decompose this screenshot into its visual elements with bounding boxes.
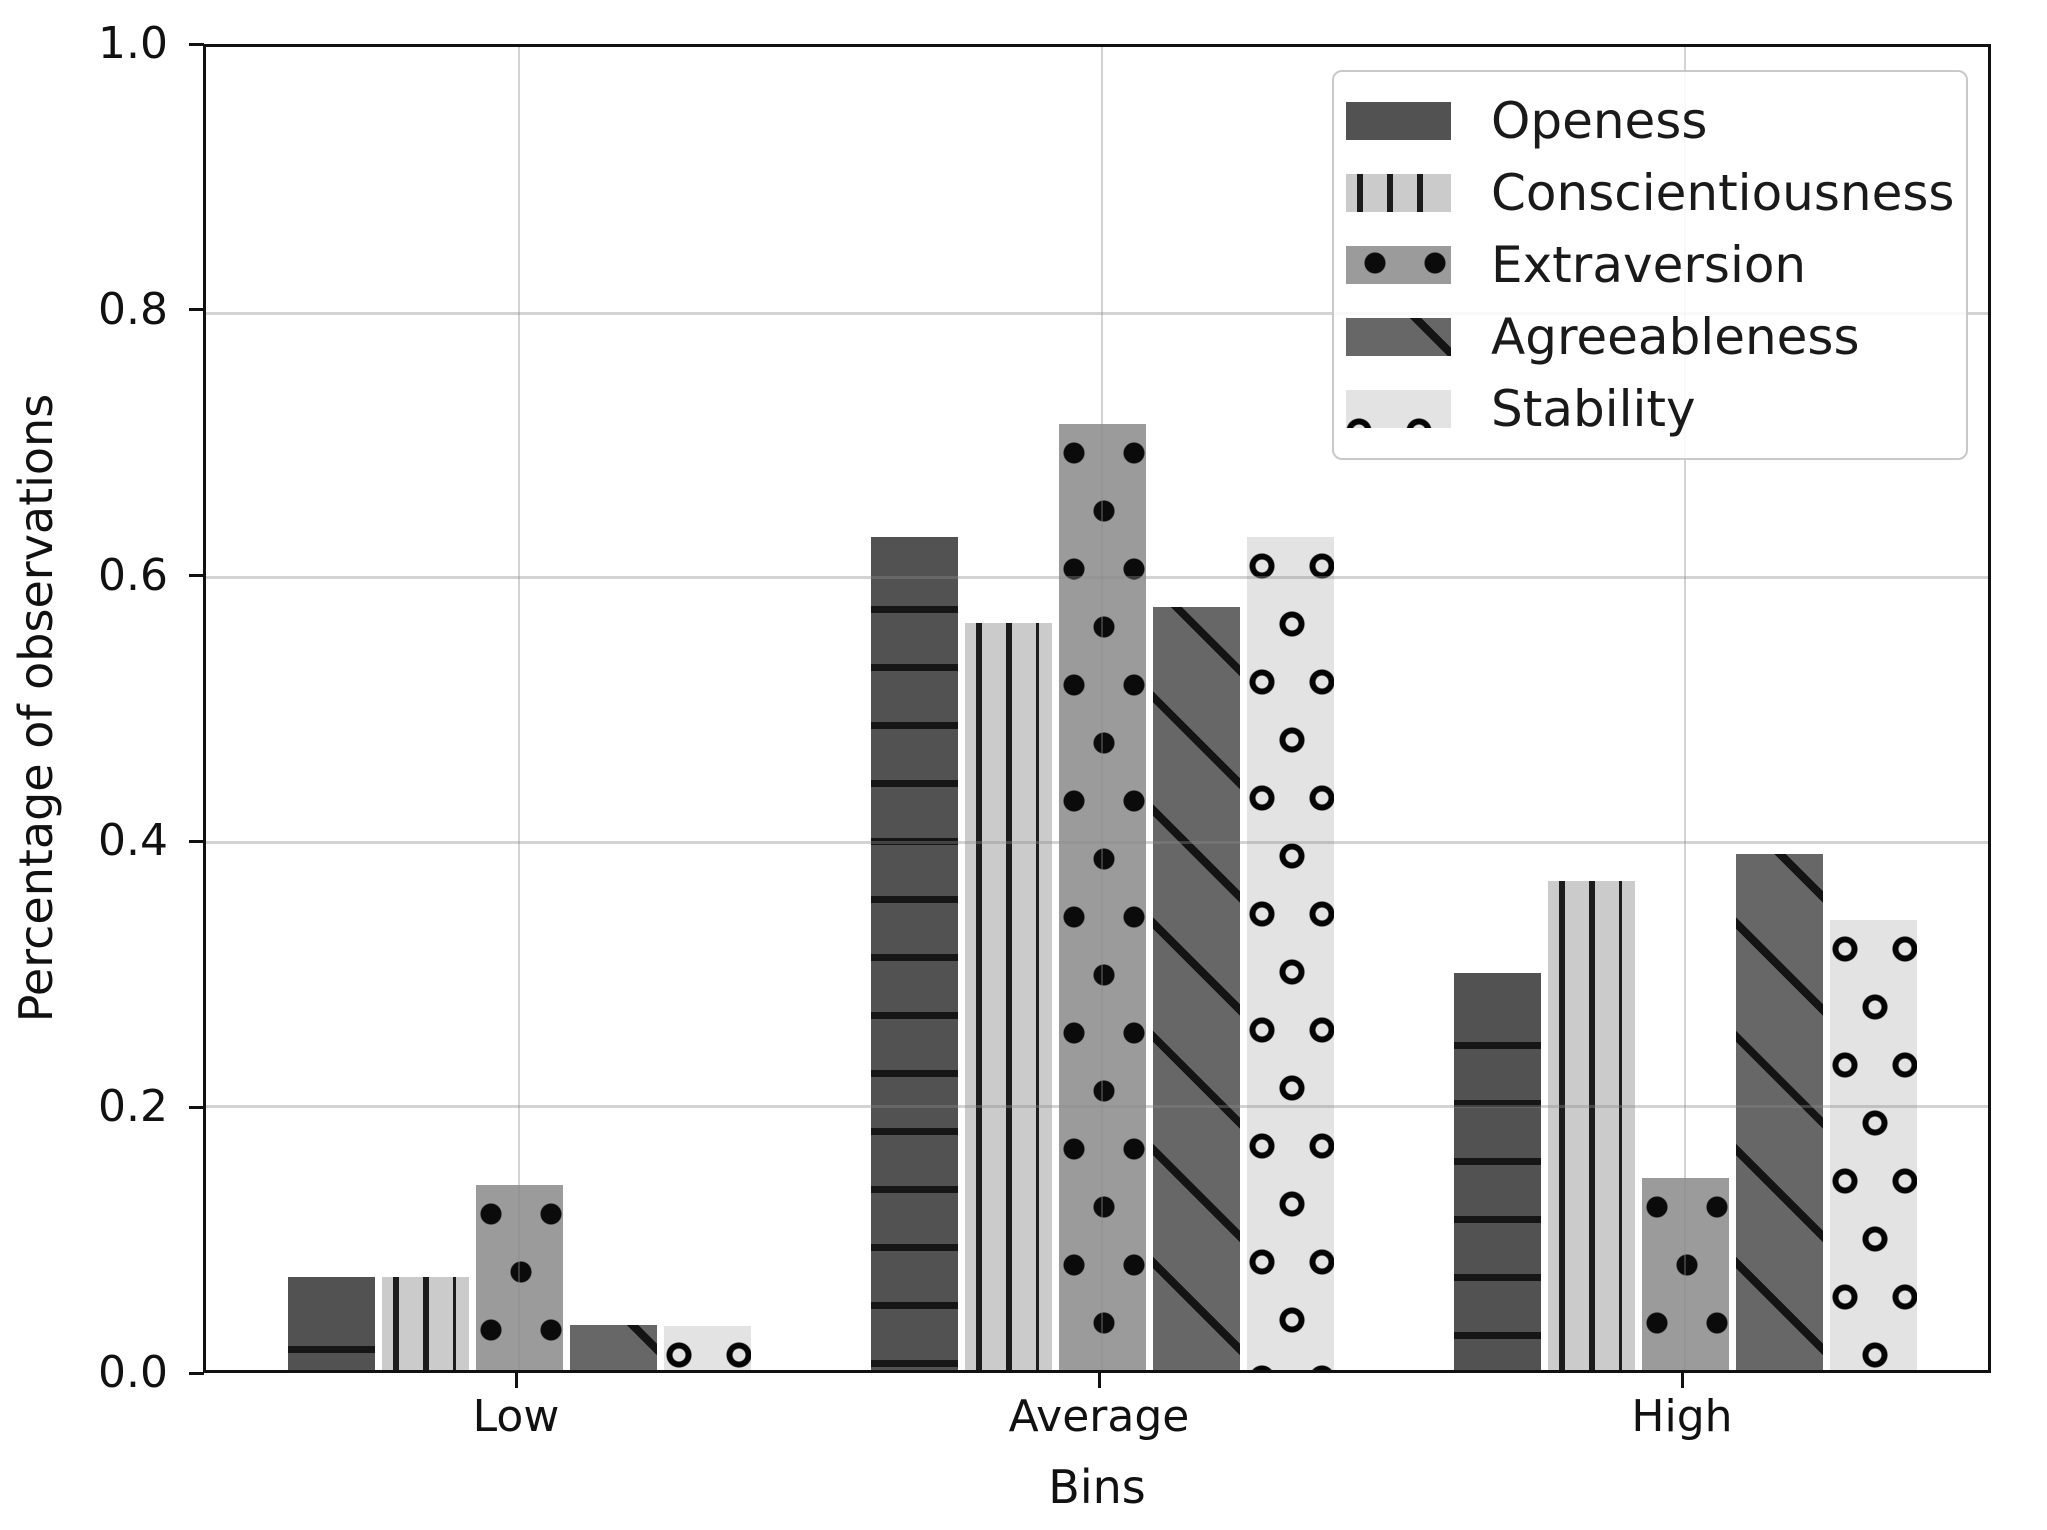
y-tick-label-0.8: 0.8 [98,283,168,335]
legend-label-agreeableness: Agreeableness [1491,308,1860,366]
bar-agreeableness-low [569,1325,657,1370]
legend-label-stability: Stability [1491,380,1696,438]
y-tick-label-0.4: 0.4 [98,815,168,867]
y-tick-1.0 [189,42,204,46]
bar-extraversion-average [1058,424,1146,1370]
x-tick-average [1097,1373,1101,1388]
bar-agreeableness-average [1152,606,1240,1370]
y-tick-0.4 [189,839,204,843]
y-tick-label-0.0: 0.0 [98,1347,168,1398]
bar-group-average [852,47,1352,1370]
legend-swatch-openess [1346,102,1451,140]
bar-stability-average [1246,536,1334,1370]
x-tick-label-high: High [1631,1391,1733,1442]
bar-conscientiousness-high [1547,880,1635,1370]
x-axis-label: Bins [1048,1460,1146,1514]
bar-openess-average [870,536,958,1370]
x-tick-label-low: Low [472,1391,560,1442]
x-tick-label-average: Average [1008,1391,1190,1442]
bar-group-low [269,47,769,1370]
y-gridline-0.2 [206,1105,1988,1109]
bar-stability-high [1829,920,1917,1370]
y-tick-0.2 [189,1105,204,1109]
legend-swatch-agreeableness [1346,318,1451,356]
y-tick-label-0.6: 0.6 [98,549,168,601]
bar-group-high [1435,47,1935,1370]
legend-label-openess: Openess [1491,92,1708,150]
y-tick-0.0 [189,1371,204,1375]
bar-stability-low [663,1326,751,1370]
legend-row-openess: Openess [1346,86,1966,156]
legend-swatch-extraversion [1346,246,1451,284]
bar-conscientiousness-low [381,1277,469,1370]
legend-swatch-stability [1346,390,1451,428]
bar-openess-high [1453,973,1541,1370]
bar-conscientiousness-average [964,622,1052,1370]
y-gridline-0.8 [206,311,1988,315]
y-tick-label-1.0: 1.0 [98,18,168,69]
legend-label-conscientiousness: Conscientiousness [1491,164,1955,222]
legend-row-agreeableness: Agreeableness [1346,302,1966,372]
x-tick-low [514,1373,518,1388]
bar-agreeableness-high [1735,854,1823,1370]
bar-extraversion-low [475,1184,563,1370]
x-gridline-average [1101,47,1103,1370]
y-tick-0.6 [189,574,204,578]
x-gridline-high [1684,47,1686,1370]
bar-extraversion-high [1641,1178,1729,1370]
y-tick-label-0.2: 0.2 [98,1081,168,1133]
y-axis-label: Percentage of observations [9,393,63,1023]
x-gridline-low [518,47,520,1370]
legend-label-extraversion: Extraversion [1491,236,1807,294]
x-tick-high [1680,1373,1684,1388]
legend-row-stability: Stability [1346,374,1966,444]
y-gridline-0.6 [206,576,1988,580]
legend: Openess Conscientiousness Extraversion Agre… [1332,70,1968,460]
y-gridline-0.4 [206,840,1988,844]
legend-row-conscientiousness: Conscientiousness [1346,158,1966,228]
bar-openess-low [287,1277,375,1370]
legend-swatch-conscientiousness [1346,174,1451,212]
legend-row-extraversion: Extraversion [1346,230,1966,300]
y-tick-0.8 [189,308,204,312]
